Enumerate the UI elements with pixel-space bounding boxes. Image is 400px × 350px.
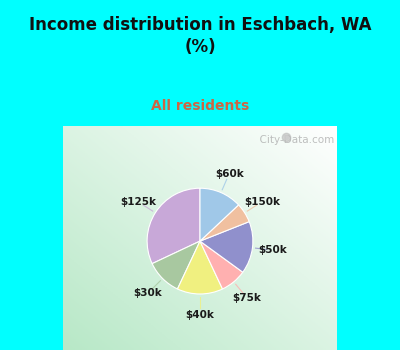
Text: $60k: $60k — [215, 169, 244, 179]
Wedge shape — [200, 241, 243, 289]
Wedge shape — [200, 188, 238, 241]
Text: $40k: $40k — [186, 309, 214, 320]
Wedge shape — [152, 241, 200, 289]
Text: $30k: $30k — [134, 288, 162, 298]
Wedge shape — [200, 222, 253, 272]
Wedge shape — [178, 241, 222, 294]
Wedge shape — [200, 205, 249, 241]
Text: $50k: $50k — [258, 245, 287, 255]
Wedge shape — [147, 188, 200, 264]
Text: City-Data.com: City-Data.com — [252, 135, 334, 145]
Text: $125k: $125k — [120, 197, 156, 207]
Text: $150k: $150k — [244, 197, 280, 207]
Text: Income distribution in Eschbach, WA
(%): Income distribution in Eschbach, WA (%) — [29, 16, 371, 56]
Text: All residents: All residents — [151, 99, 249, 113]
Text: $75k: $75k — [232, 293, 261, 303]
